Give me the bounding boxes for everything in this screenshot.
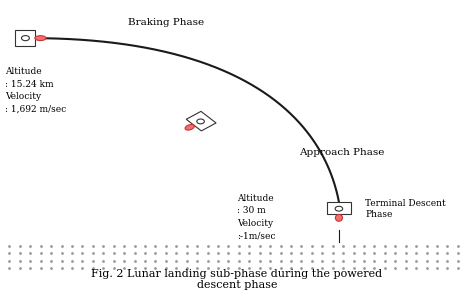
Text: Terminal Descent
Phase: Terminal Descent Phase [365, 199, 446, 219]
Text: Braking Phase: Braking Phase [128, 18, 204, 27]
FancyBboxPatch shape [327, 202, 351, 214]
Ellipse shape [185, 124, 194, 130]
Circle shape [197, 119, 204, 124]
Circle shape [335, 206, 343, 211]
Circle shape [21, 36, 29, 41]
Ellipse shape [335, 214, 343, 221]
Text: descent phase: descent phase [197, 280, 277, 290]
Text: Approach Phase: Approach Phase [299, 148, 384, 157]
Text: Altitude
: 30 m
Velocity
:-1m/sec: Altitude : 30 m Velocity :-1m/sec [237, 194, 275, 240]
FancyBboxPatch shape [186, 111, 216, 131]
Ellipse shape [35, 36, 46, 41]
Text: Altitude
: 15.24 km
Velocity
: 1,692 m/sec: Altitude : 15.24 km Velocity : 1,692 m/s… [5, 67, 66, 113]
FancyBboxPatch shape [15, 30, 35, 46]
Text: Fig. 2 Lunar landing sub-phase during the powered: Fig. 2 Lunar landing sub-phase during th… [91, 269, 383, 279]
